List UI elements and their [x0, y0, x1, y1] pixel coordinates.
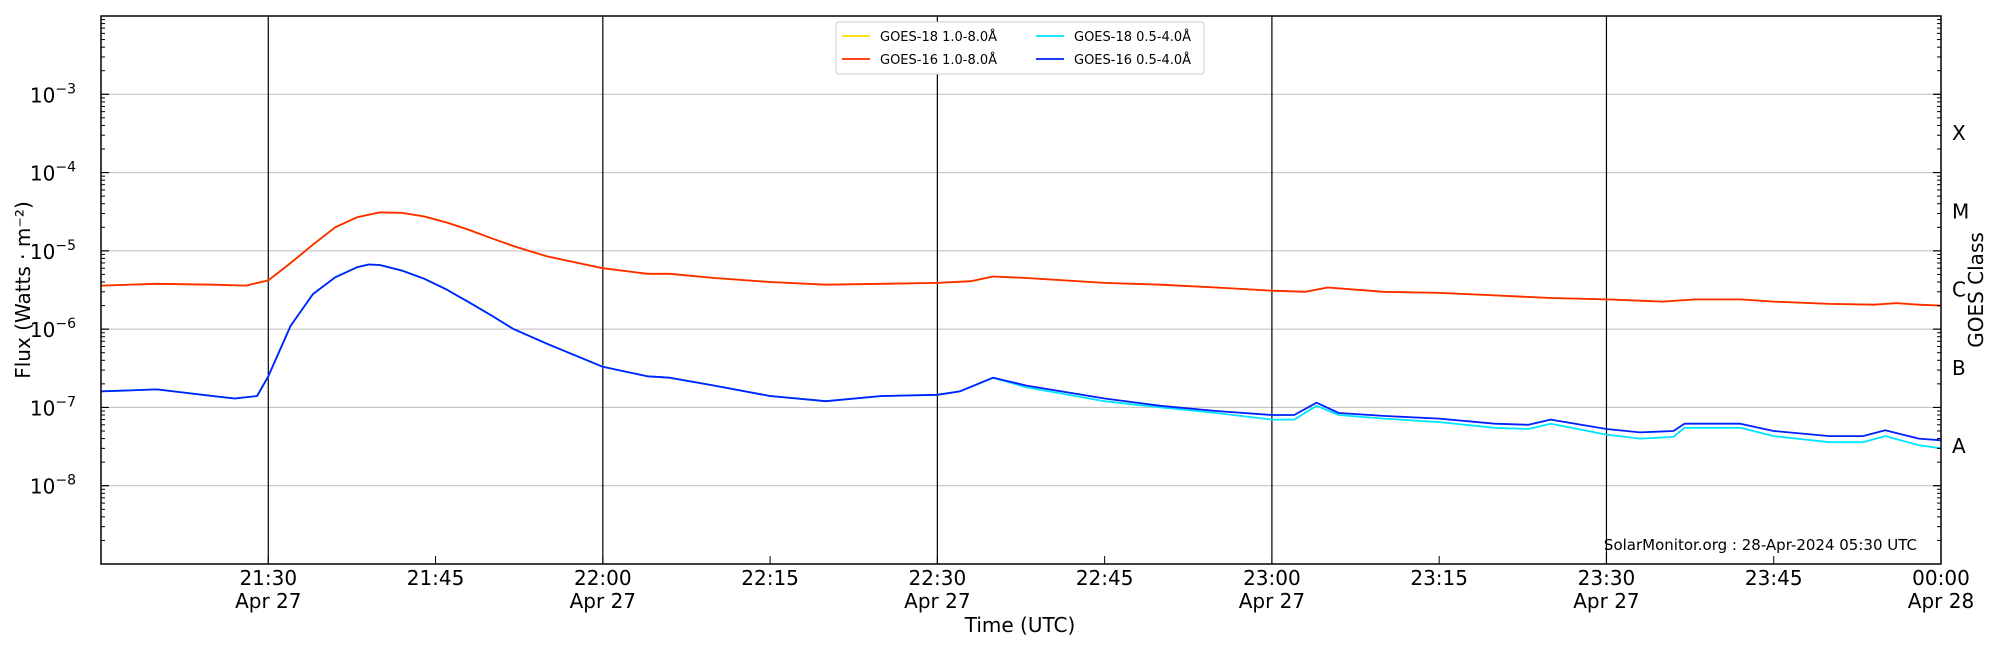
- series-layer: [100, 211, 1942, 450]
- goes-class-label: C: [1952, 278, 1966, 302]
- goes-class-label: M: [1952, 199, 1969, 223]
- grid-layer: [101, 93, 1941, 487]
- x-tick-label: 00:00: [1912, 566, 1970, 590]
- axis-ticks: [101, 15, 1942, 565]
- y-tick-label: 10−5: [30, 238, 76, 264]
- y2-axis-label: GOES Class: [1964, 232, 1988, 348]
- legend-label: GOES-18 1.0-8.0Å: [880, 29, 997, 45]
- legend-label: GOES-16 0.5-4.0Å: [1074, 52, 1191, 68]
- x-tick-date-label: Apr 28: [1908, 589, 1974, 613]
- y-tick-label: 10−4: [30, 160, 76, 186]
- x-tick-date-label: Apr 27: [904, 589, 970, 613]
- x-tick-label: 22:45: [1076, 566, 1134, 590]
- goes-class-label: B: [1952, 356, 1966, 380]
- legend-box: [835, 21, 1205, 75]
- x-tick-date-label: Apr 27: [570, 589, 636, 613]
- x-tick-date-label: Apr 27: [1239, 589, 1305, 613]
- x-tick-label: 22:00: [574, 566, 632, 590]
- x-tick-date-label: Apr 27: [235, 589, 301, 613]
- y-tick-label: 10−8: [30, 473, 76, 499]
- x-tick-date-label: Apr 27: [1573, 589, 1639, 613]
- series-line: [100, 211, 1942, 307]
- legend-label: GOES-18 0.5-4.0Å: [1074, 29, 1191, 45]
- x-axis-label: Time (UTC): [964, 613, 1076, 637]
- x-tick-label: 23:15: [1410, 566, 1468, 590]
- series-line: [100, 263, 1942, 442]
- x-tick-label: 21:30: [239, 566, 297, 590]
- x-tick-label: 22:15: [741, 566, 799, 590]
- y-axis-label: Flux (Watts · m⁻²): [11, 201, 35, 379]
- goes-class-label: X: [1952, 121, 1966, 145]
- x-tick-label: 21:45: [407, 566, 465, 590]
- y-tick-label: 10−7: [30, 394, 76, 420]
- x-tick-label: 22:30: [909, 566, 967, 590]
- watermark-text: SolarMonitor.org : 28-Apr-2024 05:30 UTC: [1604, 536, 1917, 554]
- x-tick-label: 23:45: [1745, 566, 1803, 590]
- legend-label: GOES-16 1.0-8.0Å: [880, 52, 997, 68]
- x-tick-label: 23:00: [1243, 566, 1301, 590]
- y-tick-label: 10−3: [30, 81, 76, 107]
- goes-class-label: A: [1952, 434, 1966, 458]
- plot-frame: [100, 15, 1942, 565]
- legend: GOES-18 1.0-8.0Å GOES-16 1.0-8.0Å GOES-18 …: [835, 21, 1205, 75]
- y-tick-label: 10−6: [30, 316, 76, 342]
- x-tick-label: 23:30: [1578, 566, 1636, 590]
